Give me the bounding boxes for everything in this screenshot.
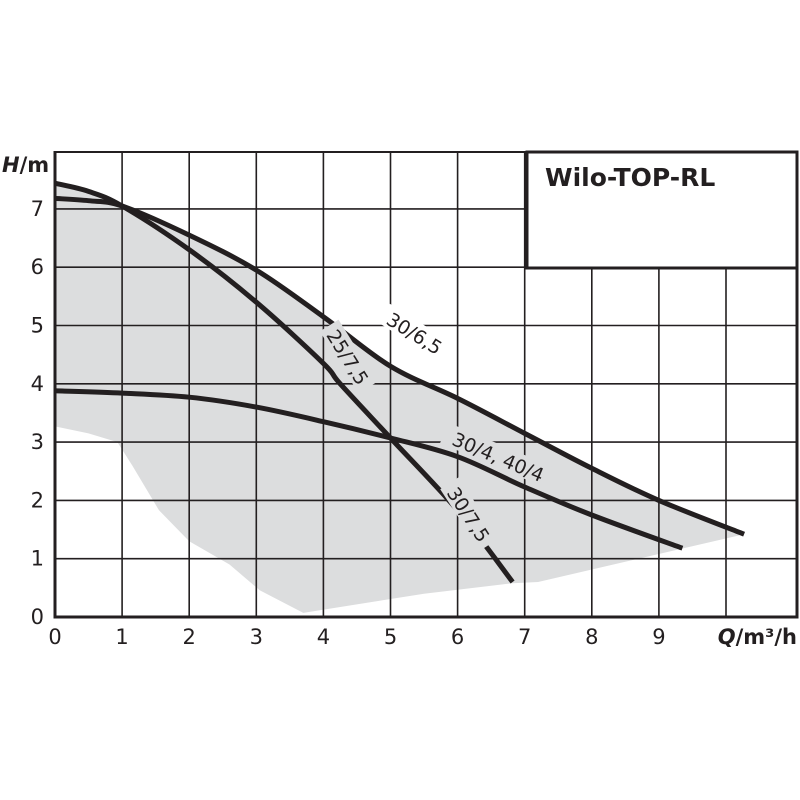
curve-label: 30/6,5 bbox=[378, 303, 452, 362]
x-tick-label: 9 bbox=[652, 625, 665, 649]
y-tick-label: 3 bbox=[31, 430, 44, 454]
x-tick-label: 4 bbox=[317, 625, 330, 649]
x-axis-var: Q bbox=[718, 625, 736, 649]
y-axis-var: H bbox=[2, 153, 20, 177]
curve-label-bg bbox=[440, 477, 499, 551]
y-tick-label: 6 bbox=[31, 255, 44, 279]
curve-label-bg bbox=[319, 319, 378, 394]
y-tick-label: 5 bbox=[31, 314, 44, 338]
x-axis-ticks: 0 1 2 3 4 5 6 7 8 9 bbox=[48, 625, 665, 649]
y-tick-label: 0 bbox=[31, 605, 44, 629]
y-tick-label: 2 bbox=[31, 488, 44, 512]
x-tick-label: 8 bbox=[585, 625, 598, 649]
x-tick-label: 5 bbox=[384, 625, 397, 649]
curve-label-text: 30/6,5 bbox=[382, 309, 445, 360]
plot-frame bbox=[53, 151, 799, 619]
x-tick-label: 1 bbox=[115, 625, 128, 649]
y-tick-label: 7 bbox=[31, 197, 44, 221]
title-box: Wilo-TOP-RL bbox=[525, 150, 799, 270]
y-axis-title: H/m bbox=[2, 153, 49, 177]
pump-curve-2 bbox=[54, 388, 684, 551]
curve-label-bg bbox=[378, 303, 452, 362]
pump-curve-1 bbox=[54, 195, 746, 537]
x-tick-label: 7 bbox=[518, 625, 531, 649]
x-tick-label: 0 bbox=[48, 625, 61, 649]
chart-title: Wilo-TOP-RL bbox=[545, 163, 715, 192]
curves bbox=[54, 180, 746, 584]
x-tick-label: 3 bbox=[250, 625, 263, 649]
y-axis-ticks: 0 1 2 3 4 5 6 7 bbox=[31, 197, 44, 629]
x-tick-label: 6 bbox=[451, 625, 464, 649]
y-tick-label: 1 bbox=[31, 547, 44, 571]
curve-label-bg bbox=[440, 422, 558, 490]
pump-curve-0 bbox=[54, 180, 515, 584]
y-axis-unit: /m bbox=[20, 153, 50, 177]
y-tick-label: 4 bbox=[31, 372, 44, 396]
x-axis-unit: /m³/h bbox=[736, 625, 797, 649]
x-tick-label: 2 bbox=[183, 625, 196, 649]
x-axis-title: Q/m³/h bbox=[718, 625, 797, 649]
